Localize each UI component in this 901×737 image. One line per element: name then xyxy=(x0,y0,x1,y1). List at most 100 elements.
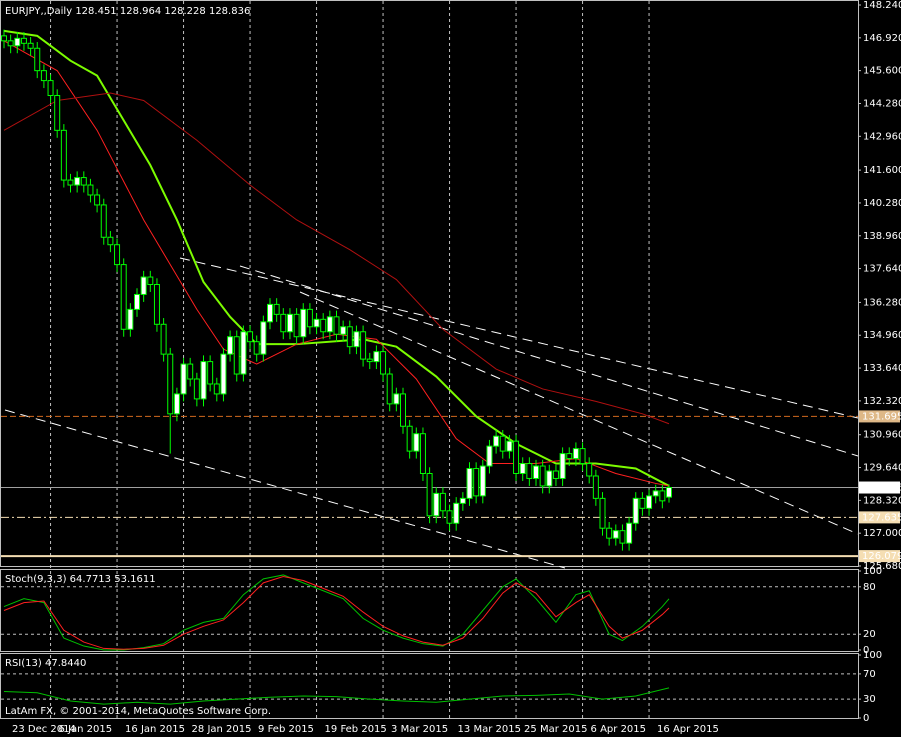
close: 128.836 xyxy=(209,6,250,17)
candle-body xyxy=(380,351,387,375)
y-tick-label: 141.600 xyxy=(863,165,901,176)
y-tick-label: 138.960 xyxy=(863,231,901,242)
candle-body xyxy=(27,42,34,49)
candle-body xyxy=(652,490,659,497)
y-tick-label: 142.960 xyxy=(863,131,901,142)
candle-body xyxy=(74,177,81,186)
candle-body xyxy=(253,341,260,355)
candle-body xyxy=(639,497,646,509)
candle-body xyxy=(120,264,127,330)
main-panel xyxy=(0,0,859,567)
candle-body xyxy=(213,383,220,395)
trendline xyxy=(299,291,859,535)
candle-body xyxy=(34,47,41,72)
candle-body xyxy=(499,435,506,452)
candle-body xyxy=(439,492,446,512)
trendline xyxy=(4,409,566,569)
y-tick-label: 137.640 xyxy=(863,264,901,275)
trendline xyxy=(239,265,859,457)
candle-body xyxy=(220,353,227,395)
candle-body xyxy=(386,373,393,405)
credit: LatAm FX, © 2001-2014, MetaQuotes Softwa… xyxy=(5,706,271,717)
y-tick-label: 145.600 xyxy=(863,66,901,77)
candle-body xyxy=(513,440,520,474)
candle-body xyxy=(7,40,14,47)
candle-body xyxy=(100,204,107,238)
y-tick-label: 132.320 xyxy=(863,396,901,407)
candle-body xyxy=(300,308,307,338)
candle-body xyxy=(579,448,586,465)
candle-body xyxy=(619,530,626,544)
x-tick-label: 16 Apr 2015 xyxy=(657,724,719,735)
candle-body xyxy=(47,80,54,97)
y-tick-label: 144.280 xyxy=(863,98,901,109)
candle-body xyxy=(80,177,87,186)
candle-body xyxy=(406,425,413,452)
candle-body xyxy=(180,363,187,395)
x-tick-label: 23 Dec 2014 xyxy=(12,724,76,735)
x-tick-label: 19 Feb 2015 xyxy=(325,724,387,735)
candle-body xyxy=(353,331,360,348)
candle-body xyxy=(240,331,247,375)
candle-body xyxy=(366,358,373,363)
candle-body xyxy=(167,353,174,415)
indicator-line xyxy=(3,29,670,487)
candle-body xyxy=(40,70,47,82)
candle-body xyxy=(632,497,639,524)
candle-body xyxy=(453,502,460,524)
x-tick-label: 6 Jan 2015 xyxy=(59,724,113,735)
candle-body xyxy=(280,313,287,333)
high: 128.964 xyxy=(120,6,161,17)
candle-body xyxy=(267,303,273,323)
stoch-main: 64.7713 xyxy=(70,574,111,585)
stoch-signal: 53.1611 xyxy=(114,574,155,585)
y-tick-label: 140.280 xyxy=(863,198,901,209)
indicator-line xyxy=(3,92,670,425)
candle-body xyxy=(599,497,606,529)
candle-body xyxy=(134,293,140,310)
candle-body xyxy=(286,313,293,333)
candle-body xyxy=(333,316,340,335)
level-label: 126.079 xyxy=(862,551,901,562)
candle-body xyxy=(592,475,599,499)
symbol: EURJPY,,Daily xyxy=(5,6,72,17)
candle-body xyxy=(140,276,147,295)
stoch-title: Stoch(9,3,3) xyxy=(5,574,67,585)
candle-body xyxy=(1,35,7,42)
candle-body xyxy=(546,470,553,487)
candle-body xyxy=(260,321,267,355)
header: EURJPY,,Daily 128.451 128.964 128.228 12… xyxy=(5,6,250,17)
candle-body xyxy=(293,313,300,338)
low: 128.228 xyxy=(164,6,205,17)
candle-body xyxy=(419,433,426,474)
candle-body xyxy=(273,303,280,315)
y-tick-label: 134.960 xyxy=(863,330,901,341)
x-tick-label: 16 Jan 2015 xyxy=(125,724,185,735)
y-tick-label: 136.280 xyxy=(863,297,901,308)
candle-body xyxy=(346,326,353,348)
candle-body xyxy=(326,316,333,333)
indicator-line xyxy=(3,687,670,705)
candle-body xyxy=(459,497,466,504)
candle-body xyxy=(466,468,473,499)
candle-body xyxy=(393,393,400,405)
level-label-bg xyxy=(859,511,900,524)
trendline xyxy=(179,257,859,419)
rsi-header: RSI(13) 47.8440 xyxy=(5,658,86,669)
candle-body xyxy=(572,448,579,460)
y-tick-label: 133.640 xyxy=(863,363,901,374)
stoch-panel xyxy=(0,569,859,652)
candle-body xyxy=(20,37,27,44)
y-tick-label: 129.640 xyxy=(863,463,901,474)
candle-body xyxy=(247,331,254,343)
indicator-line xyxy=(3,40,670,487)
candle-body xyxy=(433,492,440,517)
level-label: 128.836 xyxy=(862,483,901,494)
candle-body xyxy=(473,468,480,497)
y-tick-label: 30 xyxy=(863,694,876,705)
level-label-bg xyxy=(859,481,900,494)
frame xyxy=(0,0,859,719)
candle-body xyxy=(526,463,533,479)
candle-body xyxy=(413,433,420,452)
candle-body xyxy=(60,129,67,181)
